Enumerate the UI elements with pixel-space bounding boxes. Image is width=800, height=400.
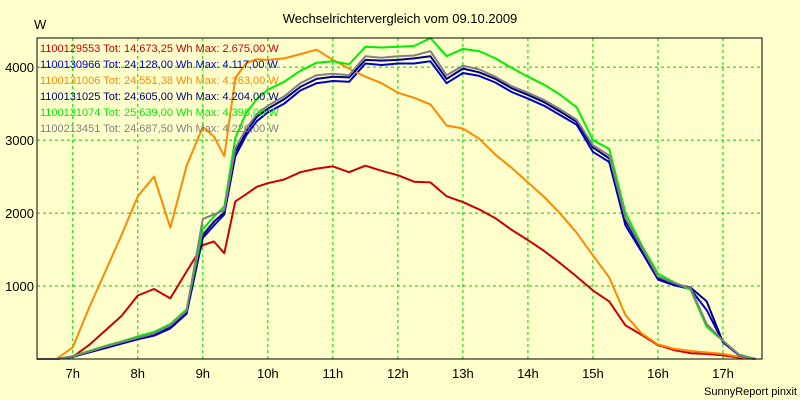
y-tick-label: 4000 xyxy=(5,60,34,75)
legend: 1100129553 Tot: 14.673,25 Wh Max: 2.675,… xyxy=(40,43,279,135)
y-tick-label: 2000 xyxy=(5,206,34,221)
x-tick-label: 8h xyxy=(131,366,145,381)
legend-entry-3: 1100131006 Tot: 24.551,38 Wh Max: 4.263,… xyxy=(40,75,279,87)
x-tick-label: 15h xyxy=(582,366,604,381)
legend-entry-4: 1100131025 Tot: 24.605,00 Wh Max: 4.204,… xyxy=(40,91,279,103)
x-tick-label: 14h xyxy=(517,366,539,381)
plot-frame xyxy=(36,37,763,360)
grid xyxy=(37,38,762,359)
x-tick-label: 13h xyxy=(452,366,474,381)
series-lines xyxy=(37,37,756,360)
footer-credit: SunnyReport pinxit xyxy=(704,386,797,398)
x-tick-label: 17h xyxy=(712,366,734,381)
y-tick-label: 3000 xyxy=(5,133,34,148)
x-tick-label: 9h xyxy=(196,366,210,381)
series-line-2 xyxy=(37,60,756,360)
series-line-3 xyxy=(37,48,756,360)
series-line-1 xyxy=(37,164,756,360)
axis-ticks: 7h 8h 9h 10h 11h 12h 13h 14h 15h 16h 17h 1000 2000 30… xyxy=(5,60,734,381)
chart-title: Wechselrichtervergleich vom 09.10.2009 xyxy=(283,11,518,26)
series-line-6 xyxy=(37,50,756,360)
x-tick-label: 7h xyxy=(66,366,80,381)
x-tick-label: 12h xyxy=(387,366,409,381)
x-tick-label: 11h xyxy=(322,366,343,381)
legend-entry-1: 1100129553 Tot: 14.673,25 Wh Max: 2.675,… xyxy=(40,43,279,55)
x-tick-label: 10h xyxy=(257,366,279,381)
y-axis-label: W xyxy=(34,17,47,32)
series-line-5 xyxy=(37,37,756,360)
legend-entry-5: 1100131074 Tot: 25.639,00 Wh Max: 4.398,… xyxy=(40,107,279,119)
x-tick-label: 16h xyxy=(647,366,669,381)
legend-entry-2: 1100130966 Tot: 24.128,00 Wh Max: 4.117,… xyxy=(40,59,279,71)
y-tick-label: 1000 xyxy=(5,279,34,294)
legend-entry-6: 1100213451 Tot: 24.687,50 Wh Max: 4.220,… xyxy=(40,123,279,135)
